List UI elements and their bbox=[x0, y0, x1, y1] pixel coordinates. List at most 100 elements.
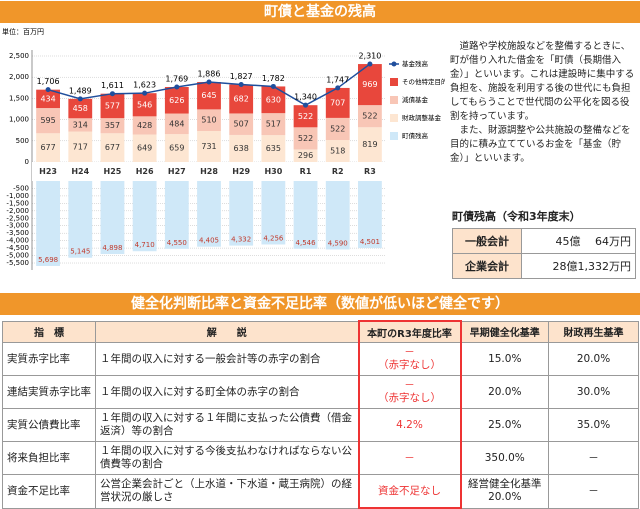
data-label: 4,546 bbox=[296, 239, 317, 247]
bar-segment bbox=[197, 131, 221, 162]
cell-line: 経営健全化基準 bbox=[468, 478, 542, 491]
data-label: 638 bbox=[234, 144, 249, 153]
row: 将来負担比率 １年間の収入に対する今後支払わなければならない公債費等の割合－ 350… bbox=[2, 441, 639, 475]
data-label: 522 bbox=[330, 124, 345, 133]
cell: 15.0% bbox=[460, 342, 549, 376]
y-tick-label: 2,500 bbox=[9, 52, 29, 60]
cell: １年間の収入に対する１年間に支払った公債費（借金返済）等の割合 bbox=[95, 408, 359, 442]
data-label: 2,310 bbox=[358, 52, 381, 61]
bar bbox=[100, 181, 125, 255]
bar-segment bbox=[293, 105, 318, 128]
cell: 企業会計 bbox=[452, 253, 522, 279]
data-label: 626 bbox=[169, 96, 184, 105]
row: 一般会計 45億 64万円 bbox=[452, 228, 636, 254]
data-label: 4,405 bbox=[199, 237, 219, 245]
bar bbox=[132, 181, 157, 252]
data-label: 522 bbox=[298, 134, 313, 143]
data-label: 1,769 bbox=[165, 74, 188, 83]
bar bbox=[164, 181, 189, 249]
bar-segment bbox=[100, 133, 125, 162]
data-label: 707 bbox=[330, 98, 345, 107]
bar-segment bbox=[36, 89, 60, 109]
cell: 4.2% bbox=[357, 408, 462, 442]
category-band bbox=[32, 162, 386, 181]
data-label: 1,489 bbox=[69, 86, 92, 95]
cell: 35.0% bbox=[548, 408, 639, 442]
paragraph: また、財源調整や公共施設の整備などを目的に積み立てているお金を「基金（貯金）」と… bbox=[450, 125, 631, 164]
data-label: 314 bbox=[73, 120, 88, 129]
data-label: 434 bbox=[40, 94, 55, 103]
data-label: 546 bbox=[137, 100, 152, 109]
bar-segment bbox=[229, 84, 254, 114]
data-label: 682 bbox=[234, 94, 249, 103]
cell: 連結実質赤字比率 bbox=[2, 375, 96, 409]
row: 連結実質赤字比率 １年間の収入に対する町全体の赤字の割合－（赤字なし） 20.0% 3… bbox=[2, 375, 639, 409]
bar bbox=[325, 181, 350, 250]
line-marker bbox=[238, 82, 244, 88]
data-label: 1,340 bbox=[294, 93, 317, 102]
header-cell: 指 標 bbox=[2, 320, 96, 343]
bar-segment bbox=[358, 105, 382, 128]
cell: 一般会計 bbox=[452, 228, 522, 254]
bar-segment bbox=[36, 108, 60, 134]
bar bbox=[68, 181, 93, 258]
data-label: 1,827 bbox=[230, 72, 253, 81]
data-label: 4,550 bbox=[167, 239, 187, 247]
y-tick-label: -4,500 bbox=[6, 244, 29, 252]
y-tick-label: 1,000 bbox=[9, 116, 29, 124]
legend-swatch bbox=[390, 96, 398, 104]
data-label: 522 bbox=[298, 112, 313, 121]
line-marker bbox=[335, 85, 341, 91]
bar bbox=[261, 181, 286, 245]
data-label: 5,145 bbox=[70, 248, 90, 256]
y-tick-label: 2,000 bbox=[9, 73, 29, 81]
bar-segment bbox=[197, 82, 221, 110]
data-label: 1,611 bbox=[101, 81, 124, 90]
row: 企業会計 28億1,332万円 bbox=[452, 253, 636, 279]
line-marker bbox=[142, 90, 148, 96]
cell: 公営企業会計ごと（上水道・下水道・蔵王病院）の経営状況の厳しさ bbox=[95, 474, 359, 509]
data-label: 645 bbox=[201, 91, 216, 100]
cell-line: － bbox=[404, 379, 415, 391]
data-label: 731 bbox=[201, 142, 216, 151]
y-tick-label: -1,000 bbox=[6, 192, 29, 200]
bar-segment bbox=[132, 116, 157, 135]
bar-segment bbox=[293, 149, 318, 162]
bar-segment bbox=[358, 127, 382, 162]
paragraph: 道路や学校施設などを整備するときに、町が借り入れた借金を「町債（長期借入金）」と… bbox=[450, 41, 635, 122]
legend-swatch bbox=[390, 114, 398, 122]
y-tick-label: -2,500 bbox=[6, 214, 29, 222]
x-tick-label: H24 bbox=[71, 167, 89, 176]
bar-segment bbox=[132, 134, 157, 162]
row: 資金不足比率 公営企業会計ごと（上水道・下水道・蔵王病院）の経営状況の厳しさ 資金不… bbox=[2, 474, 639, 509]
legend-label: 町債残高 bbox=[402, 131, 429, 140]
line-marker bbox=[109, 91, 115, 97]
data-label: 659 bbox=[169, 144, 184, 153]
cell-line: （赤字なし） bbox=[378, 359, 441, 371]
data-label: 507 bbox=[234, 120, 249, 129]
x-tick-label: H26 bbox=[136, 167, 154, 176]
header-row: 指 標解 説本町のR3年度比率 早期健全化基準 財政再生基準 bbox=[2, 320, 639, 343]
cell: 350.0% bbox=[460, 441, 549, 475]
y-tick-label: 1,500 bbox=[9, 94, 29, 102]
data-label: 458 bbox=[73, 104, 88, 113]
bar-segment bbox=[325, 140, 350, 162]
y-tick-label: -3,500 bbox=[6, 229, 29, 237]
x-tick-label: H30 bbox=[264, 167, 282, 176]
header-cell: 解 説 bbox=[95, 320, 359, 343]
legend-label: 減債基金 bbox=[402, 95, 429, 104]
cell: 25.0% bbox=[460, 408, 549, 442]
balance-table: 一般会計 45億 64万円 企業会計 28億1,332万円 bbox=[452, 228, 636, 279]
y-tick-label: 0 bbox=[25, 158, 29, 166]
bar-segment bbox=[68, 131, 93, 162]
section-title: 健全化判断比率と資金不足比率（数値が低いほど健全です） bbox=[0, 293, 640, 315]
line-marker bbox=[303, 102, 309, 108]
legend-marker bbox=[391, 61, 397, 67]
y-tick-label: -5,000 bbox=[6, 252, 29, 260]
bar-segment bbox=[261, 113, 286, 136]
data-label: 4,590 bbox=[328, 239, 348, 247]
data-label: 1,886 bbox=[198, 70, 221, 79]
cell: － bbox=[548, 441, 639, 475]
y-tick-label: 500 bbox=[16, 137, 29, 145]
line-marker bbox=[270, 83, 276, 89]
